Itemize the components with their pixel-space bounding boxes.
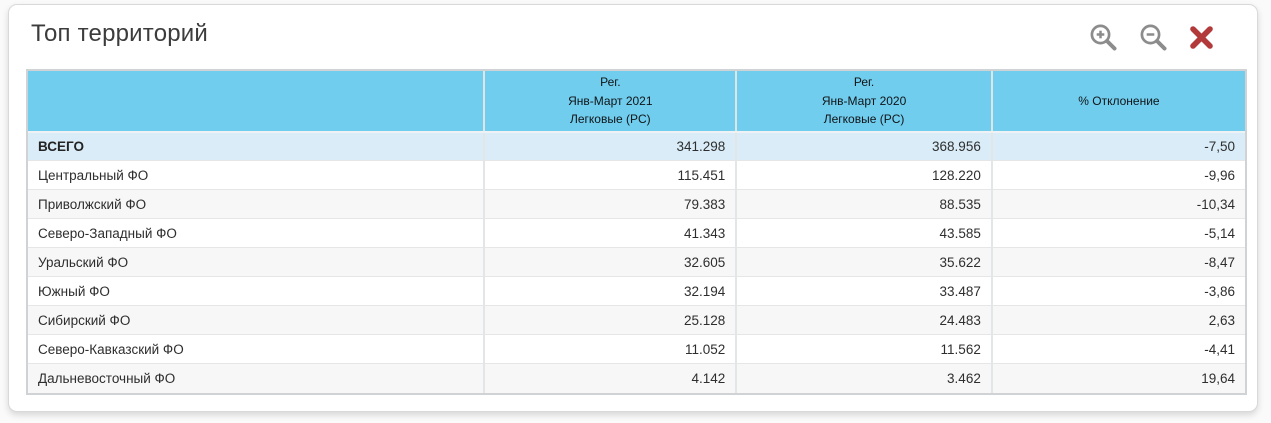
zoom-in-button[interactable] xyxy=(1088,22,1119,53)
panel-toolbar xyxy=(1088,22,1215,53)
territory-cell: Южный ФО xyxy=(28,277,484,306)
close-button[interactable] xyxy=(1188,24,1215,51)
deviation-cell: -3,86 xyxy=(992,277,1245,306)
territory-cell: Дальневосточный ФО xyxy=(28,364,484,393)
table-row-total: ВСЕГО 341.298 368.956 -7,50 xyxy=(28,132,1245,161)
value-2020-cell: 368.956 xyxy=(736,132,992,161)
deviation-cell: -4,41 xyxy=(992,335,1245,364)
table-row: Северо-Западный ФО 41.343 43.585 -5,14 xyxy=(28,219,1245,248)
value-2021-cell: 41.343 xyxy=(484,219,736,248)
deviation-cell: -7,50 xyxy=(992,132,1245,161)
value-2020-cell: 11.562 xyxy=(736,335,992,364)
value-2021-cell: 11.052 xyxy=(484,335,736,364)
table-row: Уральский ФО 32.605 35.622 -8,47 xyxy=(28,248,1245,277)
value-2020-cell: 3.462 xyxy=(736,364,992,393)
value-2020-cell: 88.535 xyxy=(736,190,992,219)
col-header-deviation: % Отклонение xyxy=(992,71,1245,132)
territory-cell: ВСЕГО xyxy=(28,132,484,161)
territory-cell: Уральский ФО xyxy=(28,248,484,277)
col-header-territory xyxy=(28,71,484,132)
deviation-cell: -8,47 xyxy=(992,248,1245,277)
territories-table-container: Рег. Янв-Март 2021 Легковые (PC) Рег. Ян… xyxy=(26,69,1247,395)
value-2021-cell: 32.605 xyxy=(484,248,736,277)
panel-title: Топ территорий xyxy=(31,20,1229,48)
deviation-cell: 2,63 xyxy=(992,306,1245,335)
zoom-out-button[interactable] xyxy=(1138,22,1169,53)
deviation-cell: -5,14 xyxy=(992,219,1245,248)
top-territories-panel: Топ территорий xyxy=(8,4,1258,412)
territory-cell: Приволжский ФО xyxy=(28,190,484,219)
table-row: Приволжский ФО 79.383 88.535 -10,34 xyxy=(28,190,1245,219)
value-2021-cell: 32.194 xyxy=(484,277,736,306)
table-row: Центральный ФО 115.451 128.220 -9,96 xyxy=(28,161,1245,190)
close-icon xyxy=(1188,24,1215,51)
col-header-2021: Рег. Янв-Март 2021 Легковые (PC) xyxy=(484,71,736,132)
deviation-cell: -9,96 xyxy=(992,161,1245,190)
value-2020-cell: 43.585 xyxy=(736,219,992,248)
territory-cell: Сибирский ФО xyxy=(28,306,484,335)
value-2021-cell: 341.298 xyxy=(484,132,736,161)
panel-header: Топ территорий xyxy=(9,5,1257,65)
value-2020-cell: 24.483 xyxy=(736,306,992,335)
value-2020-cell: 35.622 xyxy=(736,248,992,277)
value-2021-cell: 4.142 xyxy=(484,364,736,393)
table-row: Северо-Кавказский ФО 11.052 11.562 -4,41 xyxy=(28,335,1245,364)
table-row: Южный ФО 32.194 33.487 -3,86 xyxy=(28,277,1245,306)
territory-cell: Центральный ФО xyxy=(28,161,484,190)
territories-table: Рег. Янв-Март 2021 Легковые (PC) Рег. Ян… xyxy=(28,71,1245,393)
header-row: Рег. Янв-Март 2021 Легковые (PC) Рег. Ян… xyxy=(28,71,1245,132)
territory-cell: Северо-Западный ФО xyxy=(28,219,484,248)
value-2021-cell: 115.451 xyxy=(484,161,736,190)
zoom-in-icon xyxy=(1088,22,1119,53)
zoom-out-icon xyxy=(1138,22,1169,53)
deviation-cell: -10,34 xyxy=(992,190,1245,219)
territory-cell: Северо-Кавказский ФО xyxy=(28,335,484,364)
value-2021-cell: 25.128 xyxy=(484,306,736,335)
deviation-cell: 19,64 xyxy=(992,364,1245,393)
value-2020-cell: 33.487 xyxy=(736,277,992,306)
table-row: Сибирский ФО 25.128 24.483 2,63 xyxy=(28,306,1245,335)
table-row: Дальневосточный ФО 4.142 3.462 19,64 xyxy=(28,364,1245,393)
value-2020-cell: 128.220 xyxy=(736,161,992,190)
col-header-2020: Рег. Янв-Март 2020 Легковые (PC) xyxy=(736,71,992,132)
value-2021-cell: 79.383 xyxy=(484,190,736,219)
